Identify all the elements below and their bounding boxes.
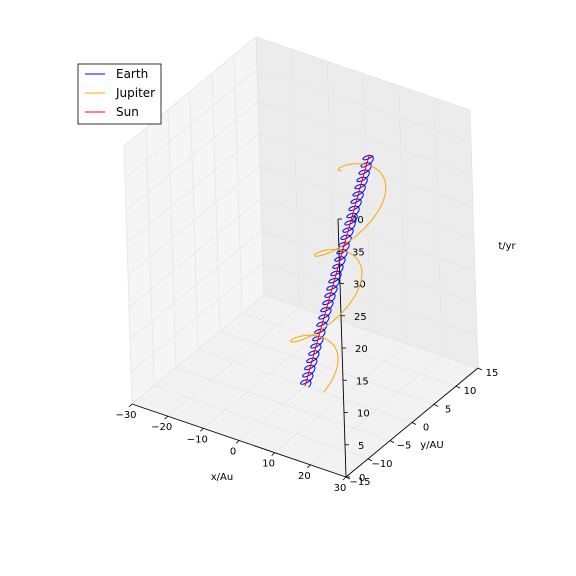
y-tick [389, 440, 395, 444]
x-tick [235, 440, 240, 444]
y-tick [477, 367, 483, 371]
series-lines [290, 154, 387, 393]
z-tick-label: 20 [355, 344, 368, 355]
x-tick-label: −10 [187, 434, 208, 445]
x-axis-label: x/Au [211, 472, 233, 483]
z-grid-line [129, 230, 477, 340]
x-tick-label: 0 [230, 447, 236, 458]
series-line-jupiter [290, 163, 387, 393]
z-tick-label: 40 [351, 215, 364, 226]
series-line-sun [304, 154, 370, 387]
y-tick-label: −5 [397, 441, 412, 452]
y-tick [367, 458, 373, 462]
y-tick-label: 10 [464, 386, 477, 397]
axis-ticks: −30−20−100102030−15−10−50510150510152025… [115, 215, 498, 494]
z-tick-label: 35 [352, 247, 365, 258]
z-tick-label: 0 [359, 473, 365, 484]
z-tick-label: 5 [358, 441, 364, 452]
x-tick-label: 10 [262, 459, 275, 470]
x-tick [271, 452, 275, 456]
z-tick-label: 25 [354, 312, 367, 323]
x-tick-label: −20 [151, 422, 172, 433]
z-grid-line [130, 262, 478, 373]
y-tick-label: 5 [445, 404, 451, 415]
legend-label-jupiter: Jupiter [115, 86, 155, 100]
y-tick [433, 403, 439, 407]
x-tick [342, 476, 347, 481]
y-axis-label: y/AU [420, 440, 443, 451]
y-tick-label: −10 [371, 459, 392, 470]
z-grid-line [124, 68, 472, 179]
legend: Earth Jupiter Sun [77, 63, 162, 125]
axes-panes [123, 36, 479, 478]
z-grid-line [131, 294, 479, 405]
x-tick [307, 464, 311, 469]
y-tick-label: −15 [349, 477, 370, 488]
x-tick-label: 30 [334, 483, 347, 494]
z-axis-label: t/yr [498, 241, 516, 252]
y-tick [411, 422, 417, 425]
z-grid-line [126, 133, 474, 244]
z-tick-label: 30 [353, 280, 366, 291]
z-grid-line [123, 36, 471, 147]
grid-lines [123, 36, 479, 478]
z-grid-line [128, 197, 476, 308]
y-tick-label: 15 [486, 368, 499, 379]
x-tick [128, 403, 133, 408]
series-line-earth [300, 155, 374, 388]
x-tick [164, 415, 168, 420]
legend-label-sun: Sun [116, 105, 139, 119]
x-tick [200, 428, 204, 432]
z-grid-line [127, 165, 475, 276]
x-tick-label: −30 [115, 410, 136, 421]
x-tick-label: 20 [298, 471, 311, 482]
z-tick-label: 10 [357, 409, 370, 420]
z-tick-label: 15 [356, 376, 369, 387]
y-tick [455, 385, 461, 389]
z-grid-line [125, 101, 473, 211]
y-tick-label: 0 [423, 423, 429, 434]
legend-label-earth: Earth [116, 67, 148, 81]
